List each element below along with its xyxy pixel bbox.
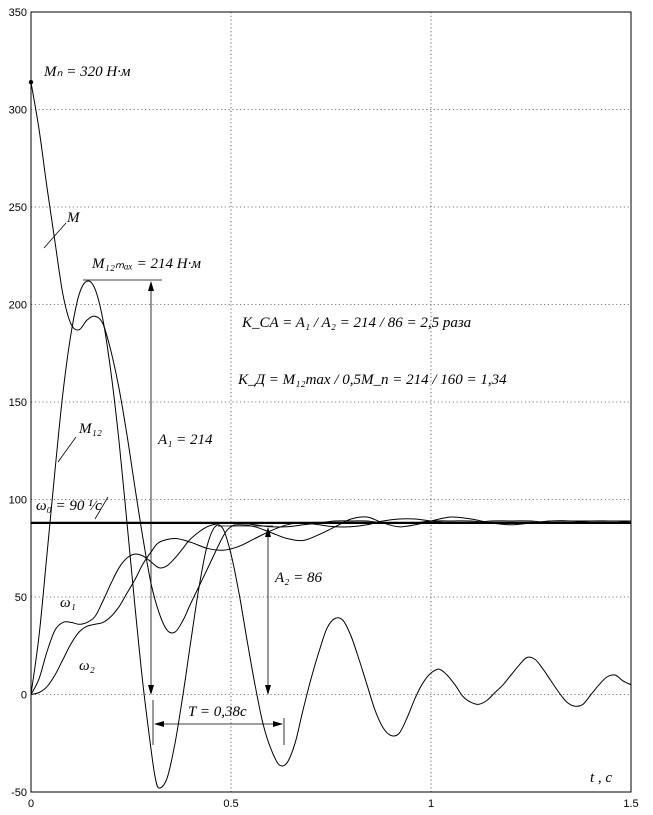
m-curve-label: M xyxy=(66,210,81,226)
m12max-annotation: M₁₂ₘₐₓ = 214 Н·м xyxy=(91,256,201,272)
y-axis-ticks: -50 0 50 100 150 200 250 300 350 xyxy=(9,7,27,799)
y-tick-label: 0 xyxy=(21,690,27,702)
a1-arrow-head-bottom xyxy=(148,685,154,695)
period-arrow-head-right xyxy=(273,721,283,727)
ksa-formula: K_CA = A₁ / A₂ = 214 / 86 = 2,5 раза xyxy=(241,315,471,331)
m12-leader-line xyxy=(57,436,77,463)
mp-annotation: Mₙ = 320 Н·м xyxy=(43,64,131,80)
x-tick-label: 0.5 xyxy=(223,798,238,810)
y-tick-label: 100 xyxy=(9,495,27,507)
omega0-annotation: ω₀ = 90 ¹⁄c xyxy=(36,498,102,514)
a2-arrow-head-bottom xyxy=(265,685,271,695)
a1-arrow-head-top xyxy=(148,281,154,291)
x-axis-label: t , c xyxy=(590,770,612,786)
x-tick-label: 1.5 xyxy=(623,798,638,810)
omega0-unit-slash xyxy=(94,496,109,520)
series-line-0 xyxy=(30,82,632,634)
a2-arrow-head-top xyxy=(265,527,271,537)
m-leader-line xyxy=(43,222,67,249)
kd-formula: K_Д = M₁₂max / 0,5M_п = 214 / 160 = 1,34 xyxy=(237,372,507,388)
y-tick-label: -50 xyxy=(11,787,27,799)
x-tick-label: 1 xyxy=(428,798,434,810)
y-tick-label: 300 xyxy=(9,105,27,117)
omega1-curve-label: ω₁ xyxy=(60,595,76,611)
grid xyxy=(31,12,631,792)
x-tick-label: 0 xyxy=(28,798,34,810)
guides xyxy=(43,222,285,745)
y-tick-label: 50 xyxy=(15,592,27,604)
y-tick-label: 250 xyxy=(9,202,27,214)
omega2-curve-label: ω₂ xyxy=(79,658,95,674)
mp-start-point xyxy=(28,80,34,85)
period-arrow-head-left xyxy=(154,721,164,727)
x-axis-ticks: 0 0.5 1 1.5 xyxy=(28,798,639,810)
y-tick-label: 150 xyxy=(9,397,27,409)
a2-annotation: A₂ = 86 xyxy=(274,570,322,586)
period-annotation: T = 0,38c xyxy=(188,704,247,720)
a1-annotation: A₁ = 214 xyxy=(157,432,213,448)
y-tick-label: 350 xyxy=(9,7,27,19)
series-line-3 xyxy=(30,518,631,695)
m12-curve-label: M₁₂ xyxy=(78,421,102,437)
y-tick-label: 200 xyxy=(9,300,27,312)
annotations: Mₙ = 320 Н·м M M₁₂ₘₐₓ = 214 Н·м M₁₂ A₁ =… xyxy=(36,64,612,786)
